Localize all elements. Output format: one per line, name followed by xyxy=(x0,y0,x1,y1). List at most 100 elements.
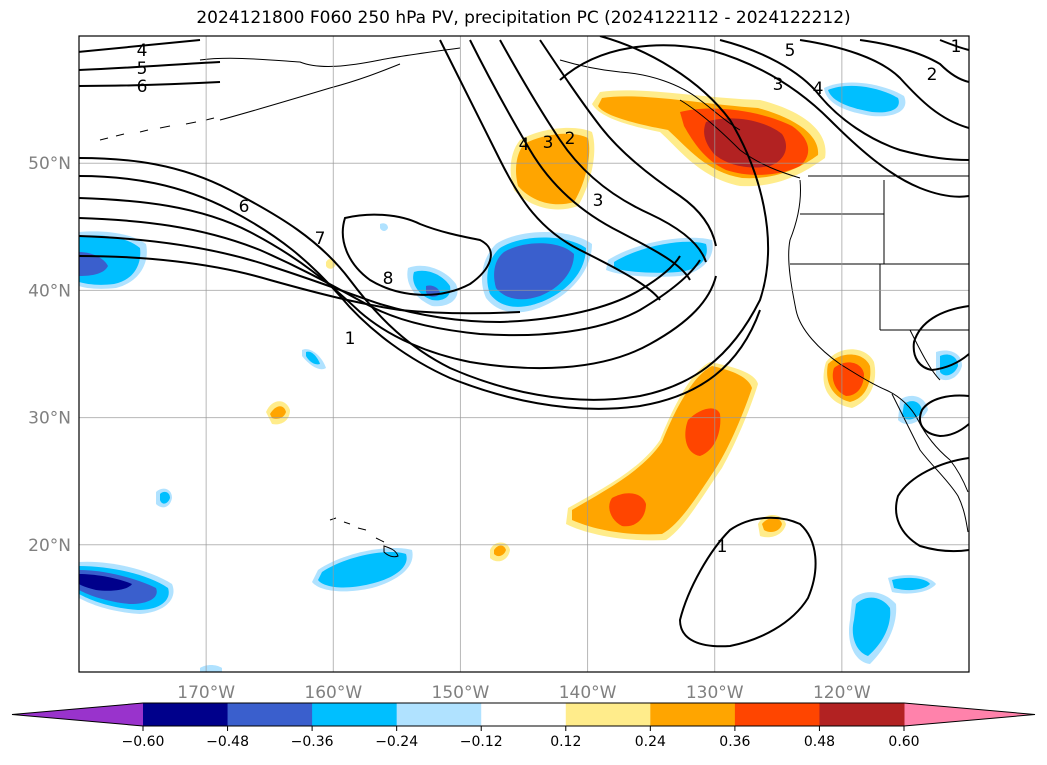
coastline-alaska-panhandle xyxy=(679,99,801,179)
precip-area-hawaii-east-blue xyxy=(318,552,407,588)
longitude-tick-label: 140°W xyxy=(559,683,617,703)
pv-contour-east-3 xyxy=(895,305,969,553)
pv-label: 6 xyxy=(239,197,250,217)
latitude-tick-label: 50°N xyxy=(28,154,71,174)
pv-label: 3 xyxy=(543,133,554,153)
colorbar-band xyxy=(312,703,398,726)
colorbar-tick-label: −0.12 xyxy=(460,734,503,750)
pv-contour-3 xyxy=(79,197,717,370)
pv-contour-1 xyxy=(79,36,770,401)
state-borders xyxy=(790,180,969,381)
colorbar-tick-label: 0.24 xyxy=(635,734,666,750)
pv-contour-east-1 xyxy=(79,39,221,87)
colorbar-band xyxy=(396,703,482,726)
precip-area-northeast-pacific-blue xyxy=(614,241,707,273)
longitude-tick-label: 170°W xyxy=(177,683,235,703)
precip-area-small-a-orange xyxy=(270,406,286,419)
colorbar-tick-label: −0.36 xyxy=(291,734,334,750)
pv-label: 1 xyxy=(717,537,728,557)
coastline-mexico-mainland xyxy=(917,419,969,493)
precip-negative-areas xyxy=(79,82,962,672)
colorbar-tick-label: 0.48 xyxy=(804,734,835,750)
pv-contour-5 xyxy=(79,235,681,324)
pv-contour-6 xyxy=(79,255,521,315)
precip-area-tiny-2-blue xyxy=(306,351,320,365)
precip-area-mexico-blue xyxy=(892,577,930,591)
precip-area-west-edge-royal xyxy=(79,252,108,276)
longitude-tick-label: 160°W xyxy=(304,683,362,703)
pv-contour-labels: 4 5 6 6 7 8 1 4 3 2 3 5 3 4 2 1 1 xyxy=(137,37,962,557)
colorbar-band xyxy=(650,703,736,726)
pv-label: 4 xyxy=(519,135,530,155)
colorbar-over-arrow xyxy=(904,703,1035,726)
pv-label: 5 xyxy=(137,59,148,79)
map-frame xyxy=(78,35,970,673)
coastline-baja xyxy=(891,393,969,533)
map-title: 2024121800 F060 250 hPa PV, precipitatio… xyxy=(196,8,851,28)
pv-label: 4 xyxy=(137,41,148,61)
pv-label: 8 xyxy=(383,269,394,289)
pv-contour-east-2 xyxy=(559,39,969,198)
precip-area-hawaii-west-navy xyxy=(79,574,132,591)
precip-area-tiny-4 xyxy=(200,665,222,672)
precip-area-tiny-3 xyxy=(380,223,388,231)
longitude-tick-label: 130°W xyxy=(686,683,744,703)
pv-label: 2 xyxy=(927,65,938,85)
pv-label: 3 xyxy=(593,191,604,211)
latitude-tick-label: 40°N xyxy=(28,281,71,301)
colorbar-tick-label: −0.60 xyxy=(122,734,165,750)
gridlines xyxy=(79,36,969,672)
coastline-aleutians xyxy=(99,117,215,141)
colorbar-band xyxy=(565,703,651,726)
longitude-tick-label: 120°W xyxy=(813,683,871,703)
precip-area-subtropical-plume-red2 xyxy=(609,493,646,527)
colorbar-tick-label: −0.48 xyxy=(206,734,249,750)
map-content: 4 5 6 6 7 8 1 4 3 2 3 5 3 4 2 1 1 xyxy=(79,36,969,672)
pv-label: 1 xyxy=(345,329,356,349)
pv-contour-2 xyxy=(79,175,761,410)
pv-label: 7 xyxy=(315,229,326,249)
precip-area-pacific-northwest-darkred xyxy=(704,118,786,168)
pv-label: 3 xyxy=(773,75,784,95)
colorbar-band xyxy=(227,703,313,726)
colorbar-ticks: −0.60 −0.48 −0.36 −0.24 −0.12 0.12 0.24 0.36 0.4… xyxy=(122,726,920,750)
colorbar-tick-label: 0.36 xyxy=(719,734,750,750)
precip-area-subtropical-plume-red1 xyxy=(685,408,721,456)
precip-area-gulf-of-alaska-orange xyxy=(516,133,590,205)
latitude-labels: 20°N 30°N 40°N 50°N xyxy=(28,154,71,556)
precip-area-socal-red xyxy=(832,362,864,396)
pv-label: 2 xyxy=(565,129,576,149)
coastline-alaska xyxy=(199,47,741,131)
colorbar-band xyxy=(819,703,905,726)
precip-area-small-c-orange xyxy=(762,518,782,532)
precip-area-subtropical-plume-orange xyxy=(572,366,752,535)
colorbar-band xyxy=(481,703,567,726)
pv-contour-7 xyxy=(341,213,492,296)
precip-area-alaska-coast-blue xyxy=(828,85,899,113)
colorbar-band xyxy=(143,703,229,726)
pv-label: 6 xyxy=(137,77,148,97)
colorbar-boxes xyxy=(143,703,905,726)
pv-label: 4 xyxy=(813,79,824,99)
precip-area-baja-blue xyxy=(852,597,891,656)
pv-label: 1 xyxy=(951,37,962,57)
colorbar: −0.60 −0.48 −0.36 −0.24 −0.12 0.12 0.24 0.36 0.4… xyxy=(11,702,1036,750)
coastlines xyxy=(99,47,969,558)
longitude-labels: 170°W 160°W 150°W 140°W 130°W 120°W xyxy=(177,683,871,703)
pv-contour-4 xyxy=(79,217,701,337)
colorbar-band xyxy=(734,703,820,726)
colorbar-tick-label: −0.24 xyxy=(375,734,418,750)
precip-area-tiny-1-blue xyxy=(160,491,170,504)
precip-positive-areas xyxy=(266,90,876,562)
colorbar-under-arrow xyxy=(12,703,143,726)
pv-contour-8 xyxy=(439,39,717,301)
coastline-west-us xyxy=(788,179,919,421)
colorbar-tick-label: 0.12 xyxy=(550,734,581,750)
precip-area-central-pacific-royal xyxy=(494,243,574,300)
precip-area-small-b-orange xyxy=(494,545,506,557)
longitude-tick-label: 150°W xyxy=(432,683,490,703)
colorbar-tick-label: 0.60 xyxy=(888,734,919,750)
pv-contours xyxy=(79,36,969,648)
latitude-tick-label: 30°N xyxy=(28,409,71,429)
